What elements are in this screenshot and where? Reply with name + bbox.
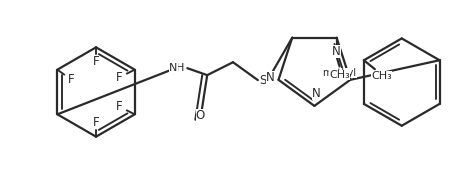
Text: F: F [68, 73, 75, 86]
Text: F: F [115, 71, 122, 84]
Text: S: S [259, 74, 266, 87]
Text: N: N [266, 71, 275, 84]
Text: F: F [93, 55, 99, 68]
Text: methyl: methyl [323, 68, 356, 78]
Text: F: F [93, 116, 99, 129]
Text: CH₃: CH₃ [371, 71, 392, 81]
Text: F: F [115, 100, 122, 113]
Text: H: H [176, 63, 185, 73]
Text: N: N [169, 63, 178, 73]
Text: O: O [196, 109, 205, 122]
Text: CH₃: CH₃ [329, 70, 350, 80]
Text: N: N [312, 88, 321, 100]
Text: N: N [332, 45, 341, 58]
